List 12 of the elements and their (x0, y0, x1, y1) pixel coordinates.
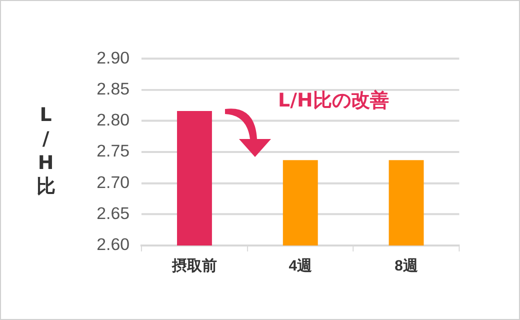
y-tick-label: 2.75 (96, 142, 130, 161)
y-tick-label: 2.60 (96, 235, 130, 254)
y-tick-label: 2.65 (96, 204, 130, 223)
y-tick-label: 2.70 (96, 172, 130, 192)
annotation: L/H比の改善 (278, 89, 389, 112)
x-tick-label: 摂取前 (170, 257, 218, 274)
x-tick-label: 4週 (288, 257, 314, 274)
y-tick-label: 2.85 (96, 79, 130, 98)
y-axis-title: L/H比 (36, 104, 56, 198)
y-tick-label: 2.90 (96, 48, 130, 68)
x-tick-label: 8週 (394, 257, 419, 274)
y-tick-label: 2.80 (96, 110, 130, 130)
